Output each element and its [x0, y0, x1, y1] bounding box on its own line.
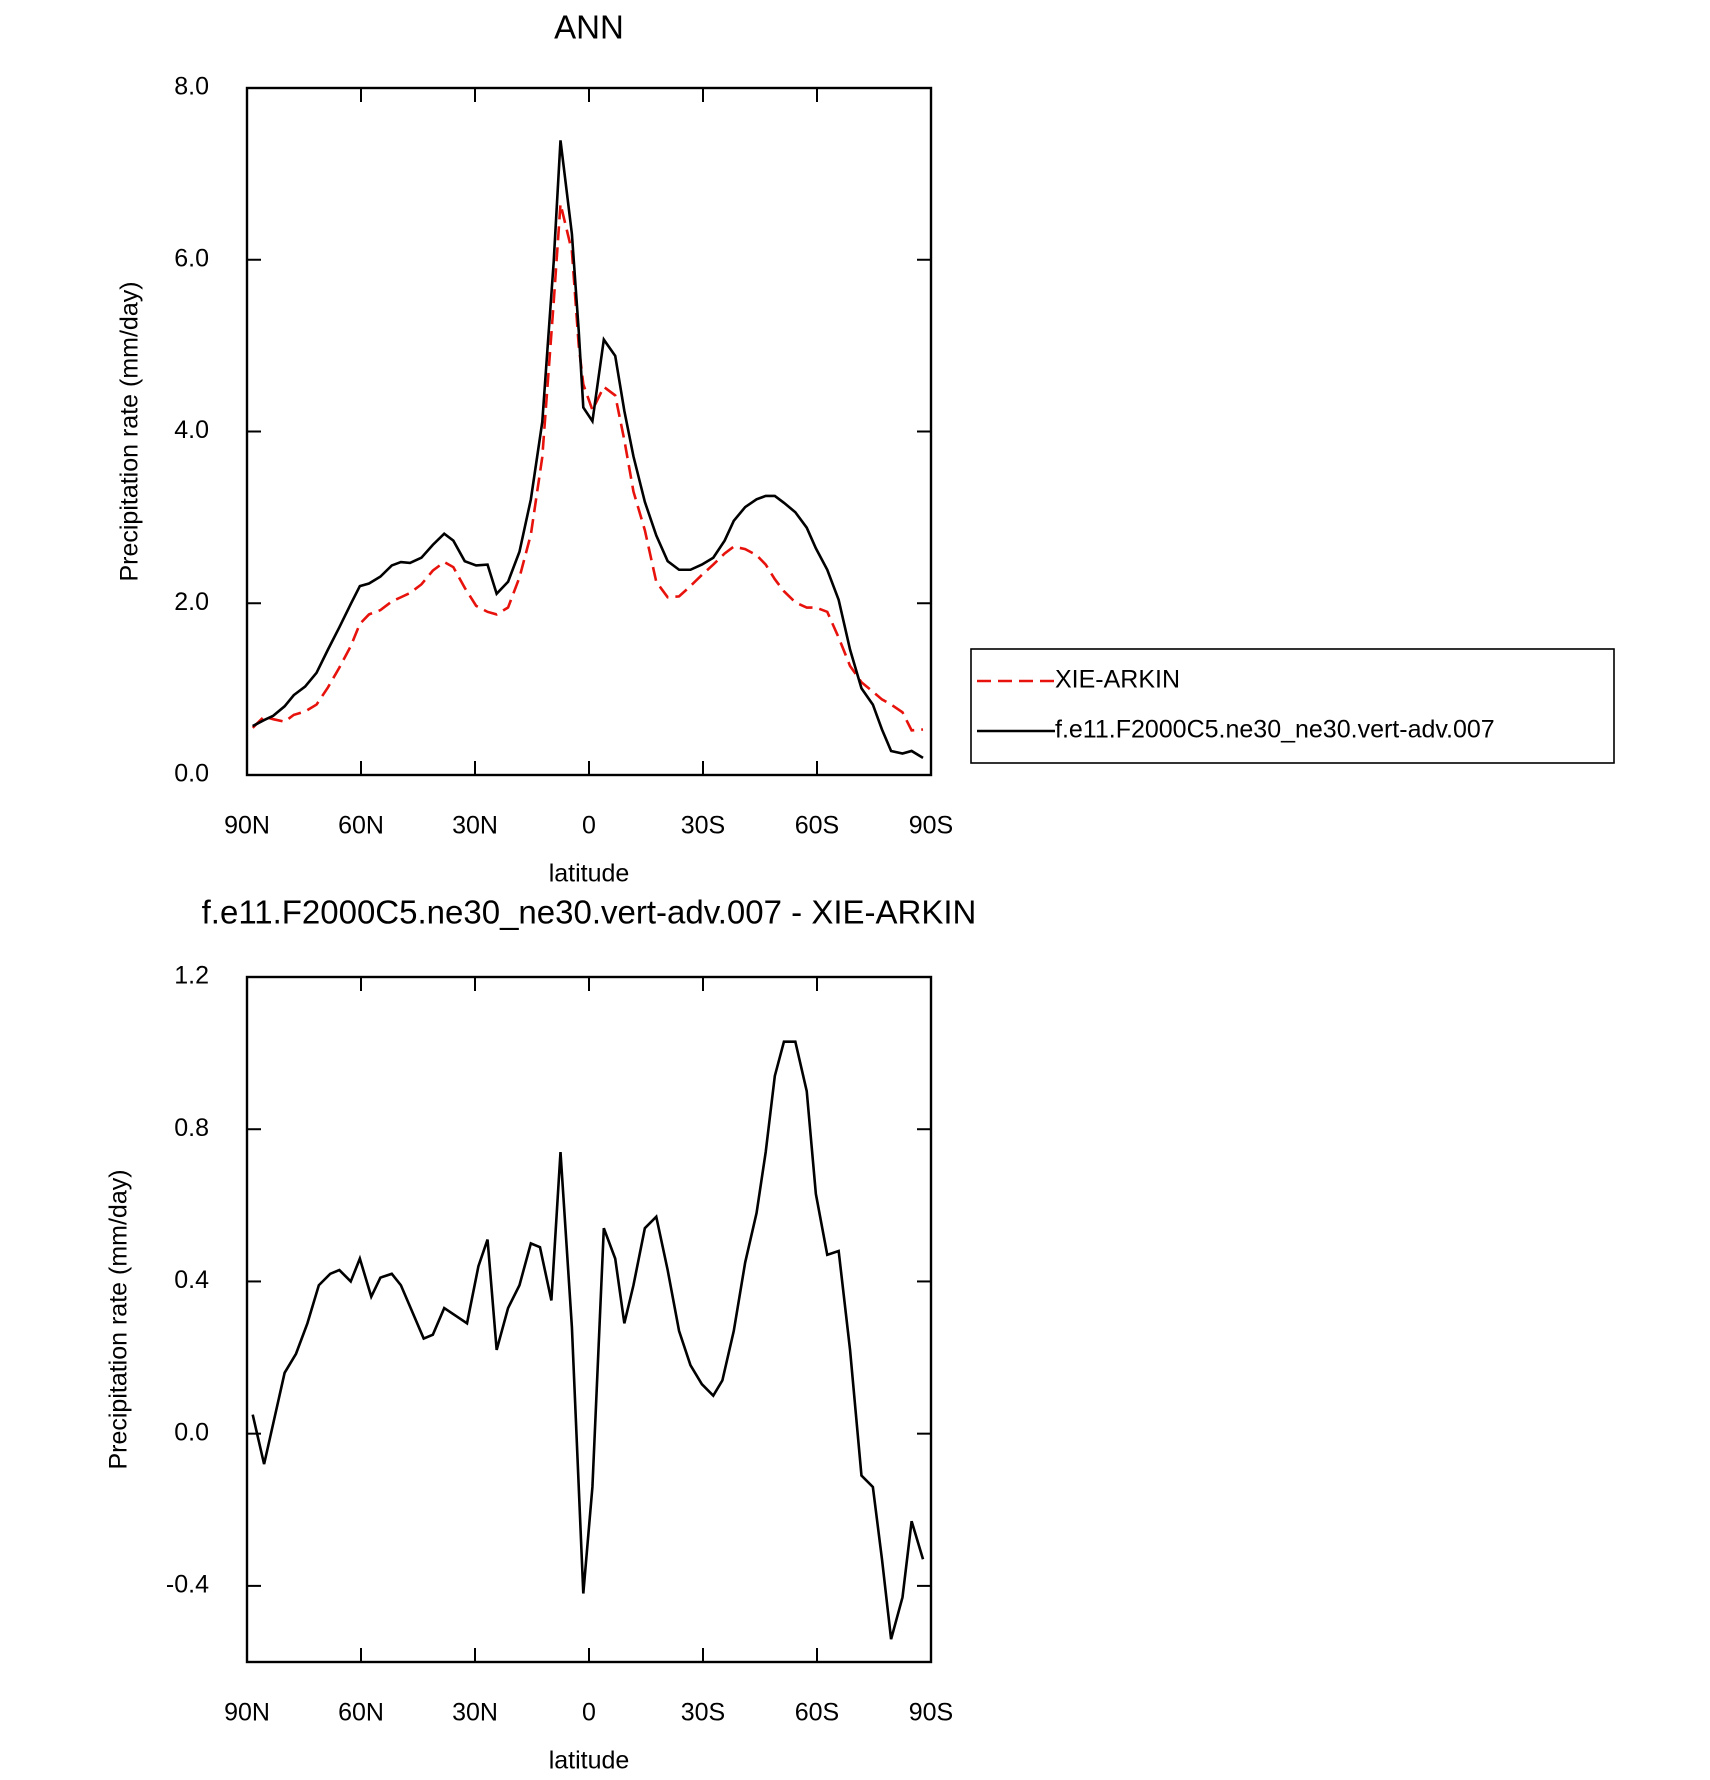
plot-frame: [245, 975, 933, 1664]
y-tick-label: 0.0: [174, 1418, 209, 1446]
y-tick-label: 8.0: [174, 73, 209, 101]
y-tick-label: 4.0: [174, 416, 209, 444]
x-tick-label: 0: [582, 1699, 596, 1727]
x-tick-label: 90S: [909, 1699, 953, 1727]
x-tick-label: 60N: [338, 812, 384, 840]
x-tick-label: 30N: [452, 1699, 498, 1727]
x-tick-label: 30S: [681, 1699, 725, 1727]
data-line: [251, 203, 924, 732]
x-axis-label: latitude: [549, 1747, 630, 1775]
x-axis-label: latitude: [549, 860, 630, 888]
legend-box: [970, 648, 1615, 764]
x-tick-label: 90N: [224, 1699, 270, 1727]
y-axis-label: Precipitation rate (mm/day): [116, 281, 144, 581]
legend-label: XIE-ARKIN: [1055, 666, 1180, 694]
data-line: [251, 1040, 925, 1640]
x-tick-label: 60S: [795, 1699, 839, 1727]
chart-title: ANN: [554, 9, 624, 46]
y-tick-label: -0.4: [166, 1570, 209, 1598]
data-line: [252, 140, 924, 759]
x-tick-label: 0: [582, 812, 596, 840]
y-tick-label: 0.4: [174, 1266, 209, 1294]
legend-label: f.e11.F2000C5.ne30_ne30.vert-adv.007: [1055, 716, 1495, 744]
y-tick-label: 0.0: [174, 760, 209, 788]
y-tick-label: 0.8: [174, 1114, 209, 1142]
y-tick-label: 2.0: [174, 588, 209, 616]
x-tick-label: 90S: [909, 812, 953, 840]
y-tick-label: 6.0: [174, 244, 209, 272]
chart-title: f.e11.F2000C5.ne30_ne30.vert-adv.007 - X…: [202, 894, 977, 931]
x-tick-label: 60N: [338, 1699, 384, 1727]
plot-frame: [245, 86, 933, 777]
x-tick-label: 90N: [224, 812, 270, 840]
y-tick-label: 1.2: [174, 962, 209, 990]
x-tick-label: 60S: [795, 812, 839, 840]
x-tick-label: 30N: [452, 812, 498, 840]
x-tick-label: 30S: [681, 812, 725, 840]
y-axis-label: Precipitation rate (mm/day): [105, 1169, 133, 1469]
